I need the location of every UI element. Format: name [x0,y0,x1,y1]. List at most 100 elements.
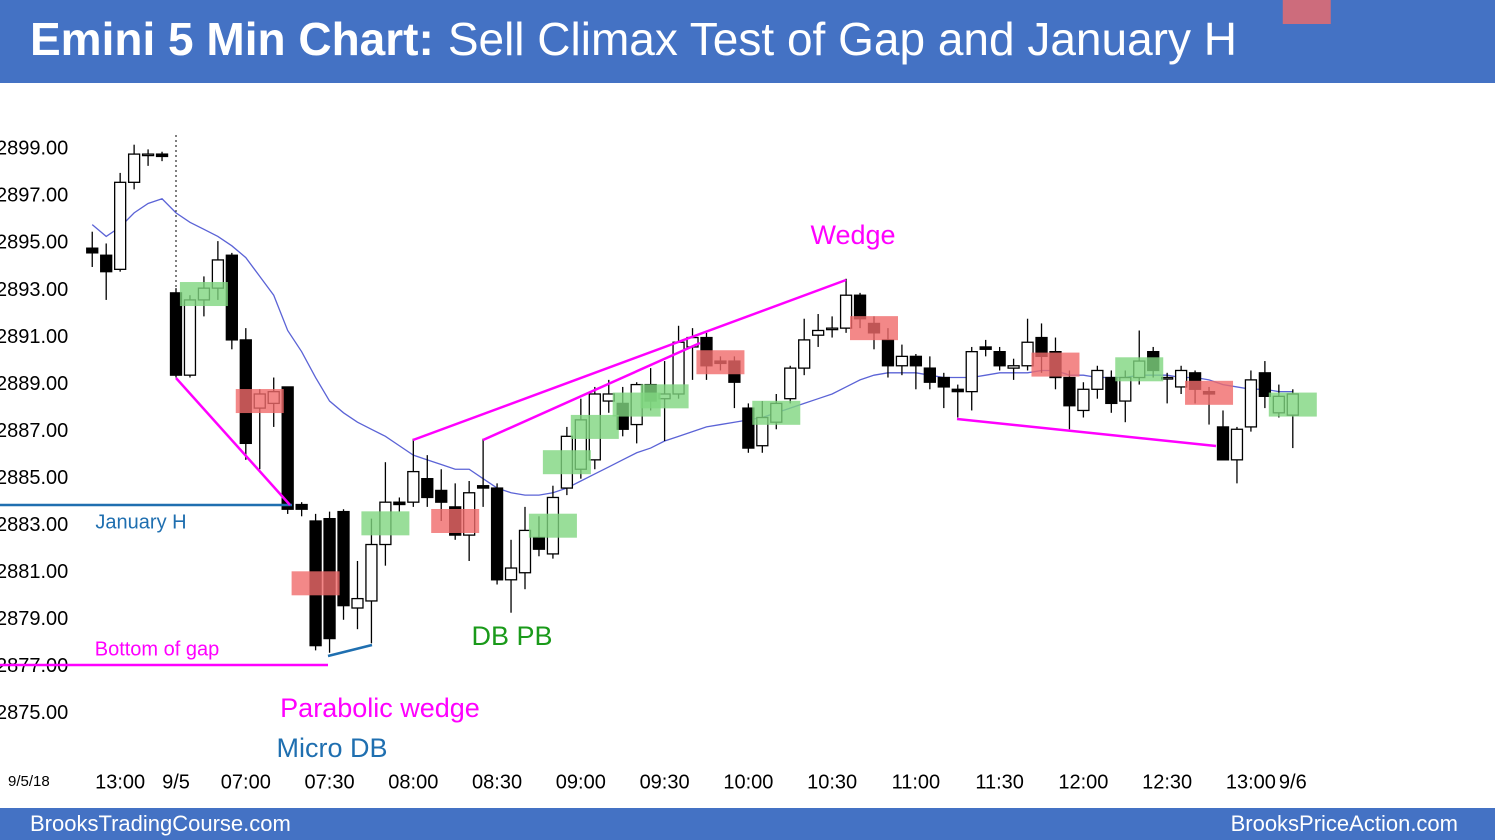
signal-highlight [361,511,410,536]
candle-body [602,393,615,402]
candle-body [435,489,448,503]
title-text: Sell Climax Test of Gap and January H [448,13,1237,65]
micro-db-line [327,643,373,658]
candle-body [825,327,839,331]
candle-body [141,153,155,157]
candle-body [1021,341,1034,367]
annotation: Micro DB [276,733,387,763]
candle-body [1007,365,1020,369]
candle-body [923,367,936,383]
x-tick-label: 08:00 [388,771,438,793]
candle-body [937,376,950,388]
x-tick-label: 08:30 [472,771,522,793]
header-bar [0,0,1495,83]
candle-body [1216,426,1230,461]
x-tick-label: 10:00 [723,771,773,793]
x-tick-label: 10:30 [807,771,857,793]
candle-body [979,346,992,350]
signal-highlight [542,450,591,475]
candle-body [784,367,797,400]
y-tick-label: 2897.00 [0,185,68,207]
x-tick-label: 12:00 [1058,771,1108,793]
x-tick-label: 9/6 [1279,771,1307,793]
candle-body [1258,372,1272,397]
annotation: Parabolic wedge [280,693,480,723]
candle-body [798,339,811,369]
x-tick-label: 13:00 [95,771,145,793]
x-tick-label: 12:30 [1142,771,1192,793]
candle-body [1077,388,1090,412]
wedge-line [412,278,847,442]
signal-highlight [1282,0,1331,24]
signal-highlight [431,508,480,533]
signal-highlight [1268,392,1317,417]
trend-line [956,417,1217,448]
x-tick-label: 13:00 [1226,771,1276,793]
candle-body [951,388,964,393]
candle-body [127,153,141,183]
signal-highlight [235,389,284,414]
candle-body [518,529,532,574]
y-tick-label: 2887.00 [0,420,68,442]
x-tick-label: 07:00 [221,771,271,793]
y-tick-label: 2881.00 [0,561,68,583]
wedge-line [175,377,291,506]
annotation: DB PB [471,621,552,651]
footer-bar [0,808,1495,840]
candle-body [1105,376,1118,405]
candle-body [476,485,490,489]
candle-body [1244,379,1258,428]
x-tick-label: 07:30 [305,771,355,793]
signal-highlight [640,384,689,409]
candle-body [1174,369,1188,388]
signal-highlight [1185,380,1234,405]
y-tick-label: 2893.00 [0,279,68,301]
signal-highlight [752,400,801,425]
signal-highlight [850,316,898,341]
candle-body [183,299,197,376]
candle-body [225,254,238,341]
candle-body [532,536,546,550]
signal-highlight [291,571,340,596]
y-tick-label: 2879.00 [0,608,68,630]
candle-body [812,329,825,336]
candle-body [295,503,308,510]
candle-body [393,501,406,506]
plot-area: 2899.00 2897.00 2895.00 2893.00 2891.00 2889.… [0,0,1331,793]
candle-body [742,407,755,449]
wedge-line [482,341,701,442]
x-tick-label: 09:30 [640,771,690,793]
signal-highlight [528,513,577,538]
candle-body [490,487,504,581]
candle-body [407,470,420,503]
title-prefix: Emini 5 Min Chart: [30,13,434,65]
annotation: Wedge [810,220,895,250]
x-tick-label: 11:00 [892,771,941,793]
y-tick-label: 2883.00 [0,514,68,536]
y-tick-label: 2899.00 [0,138,68,160]
candle-body [1230,428,1244,461]
y-tick-label: 2875.00 [0,702,68,724]
candle-body [839,294,853,329]
y-tick-label: 2885.00 [0,467,68,489]
annotation: January H [95,511,186,533]
candle-body [114,181,127,270]
candle-body [1161,376,1174,380]
candle-body [1063,376,1076,407]
candle-body [86,247,99,254]
candle-body [169,292,183,376]
candle-body [993,351,1006,367]
candle-body [100,254,113,273]
y-tick-label: 2895.00 [0,232,68,254]
footer-left: BrooksTradingCourse.com [30,811,291,836]
annotation: Bottom of gap [95,638,220,660]
signal-highlight [1031,352,1080,377]
candle-body [351,597,364,609]
candle-body [421,478,434,499]
signal-highlight [696,350,745,375]
candle-body [1091,369,1104,390]
x-tick-label: 11:30 [975,771,1024,793]
footer-right: BrooksPriceAction.com [1231,811,1458,836]
candle-body [155,153,169,158]
